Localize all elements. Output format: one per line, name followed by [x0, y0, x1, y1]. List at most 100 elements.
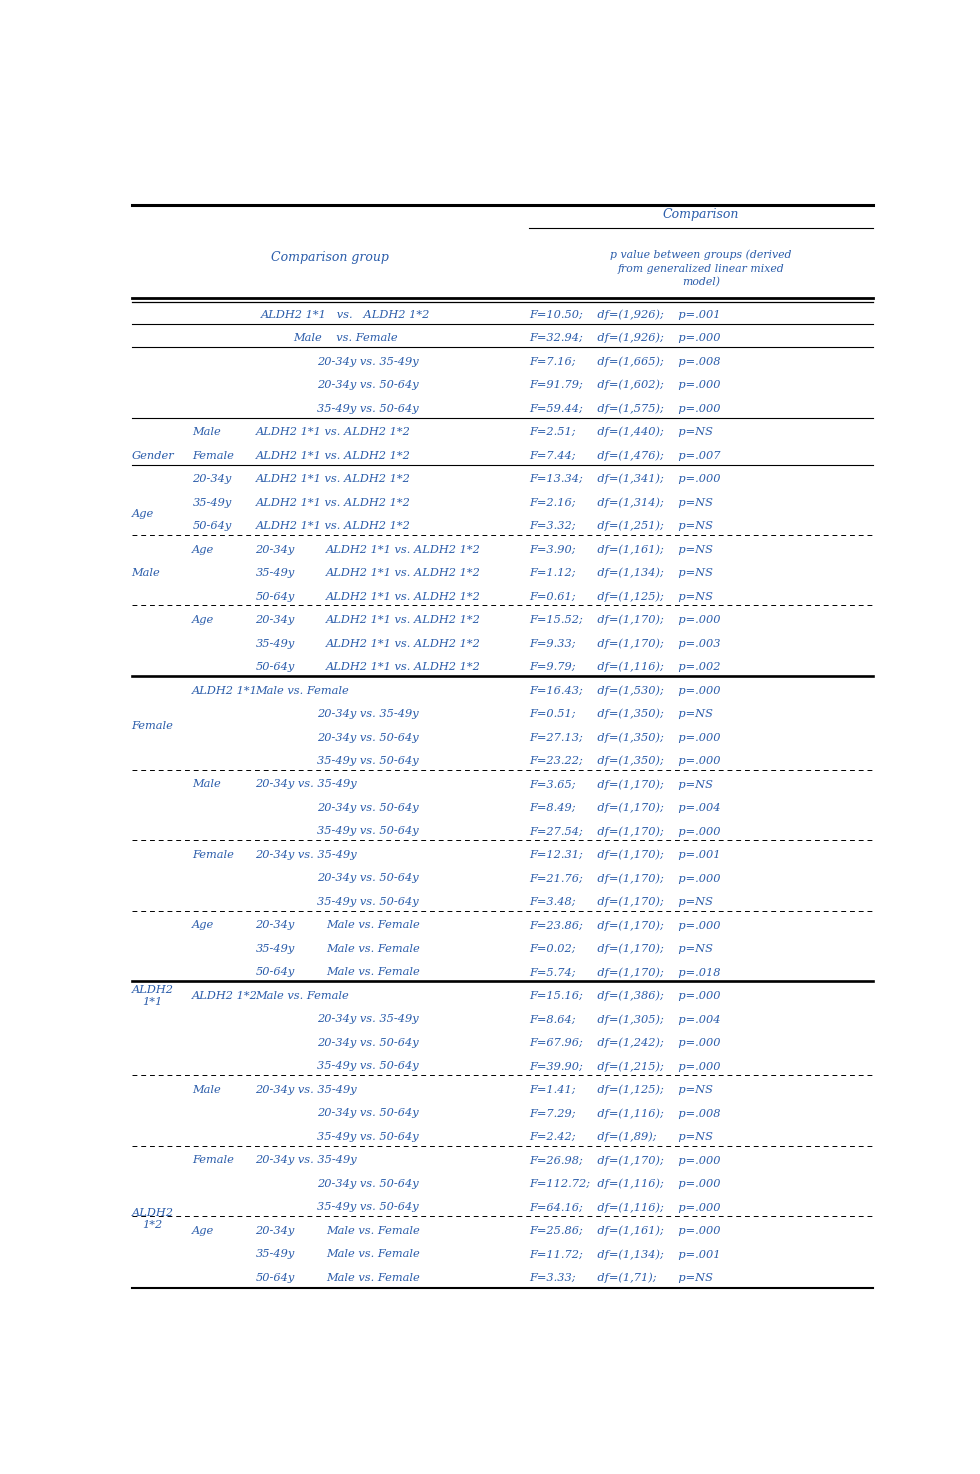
- Text: F=1.41;      df=(1,125);    p=NS: F=1.41; df=(1,125); p=NS: [529, 1085, 712, 1095]
- Text: Age: Age: [192, 544, 215, 554]
- Text: 50-64y: 50-64y: [256, 591, 295, 601]
- Text: Male vs. Female: Male vs. Female: [326, 1250, 419, 1259]
- Text: F=67.96;    df=(1,242);    p=.000: F=67.96; df=(1,242); p=.000: [529, 1038, 720, 1048]
- Text: 20-34y vs. 50-64y: 20-34y vs. 50-64y: [318, 874, 419, 883]
- Text: Female: Female: [192, 1156, 234, 1166]
- Text: Comparison group: Comparison group: [271, 251, 389, 264]
- Text: ALDH2
1*1: ALDH2 1*1: [131, 985, 173, 1007]
- Text: 20-34y vs. 35-49y: 20-34y vs. 35-49y: [318, 709, 419, 719]
- Text: 20-34y vs. 50-64y: 20-34y vs. 50-64y: [318, 1179, 419, 1190]
- Text: Age: Age: [192, 920, 215, 930]
- Text: 20-34y: 20-34y: [256, 544, 295, 554]
- Text: Female: Female: [131, 721, 173, 731]
- Text: F=0.51;      df=(1,350);    p=NS: F=0.51; df=(1,350); p=NS: [529, 709, 712, 719]
- Text: F=23.86;    df=(1,170);    p=.000: F=23.86; df=(1,170); p=.000: [529, 920, 720, 930]
- Text: ALDH2 1*1 vs. ALDH2 1*2: ALDH2 1*1 vs. ALDH2 1*2: [256, 451, 411, 460]
- Text: ALDH2 1*1 vs. ALDH2 1*2: ALDH2 1*1 vs. ALDH2 1*2: [256, 520, 411, 531]
- Text: ALDH2 1*1 vs. ALDH2 1*2: ALDH2 1*1 vs. ALDH2 1*2: [256, 498, 411, 507]
- Text: Female: Female: [192, 850, 234, 859]
- Text: 20-34y vs. 50-64y: 20-34y vs. 50-64y: [318, 733, 419, 743]
- Text: F=16.43;    df=(1,530);    p=.000: F=16.43; df=(1,530); p=.000: [529, 685, 720, 696]
- Text: F=3.33;      df=(1,71);      p=NS: F=3.33; df=(1,71); p=NS: [529, 1272, 712, 1284]
- Text: F=112.72;  df=(1,116);    p=.000: F=112.72; df=(1,116); p=.000: [529, 1179, 720, 1190]
- Text: Male: Male: [192, 1085, 221, 1095]
- Text: F=7.44;      df=(1,476);    p=.007: F=7.44; df=(1,476); p=.007: [529, 450, 720, 461]
- Text: Male vs. Female: Male vs. Female: [326, 967, 419, 977]
- Text: F=25.86;    df=(1,161);    p=.000: F=25.86; df=(1,161); p=.000: [529, 1225, 720, 1237]
- Text: F=8.64;      df=(1,305);    p=.004: F=8.64; df=(1,305); p=.004: [529, 1014, 720, 1024]
- Text: 20-34y vs. 35-49y: 20-34y vs. 35-49y: [256, 780, 357, 790]
- Text: F=91.79;    df=(1,602);    p=.000: F=91.79; df=(1,602); p=.000: [529, 380, 720, 391]
- Text: p value between groups (derived
from generalized linear mixed
model): p value between groups (derived from gen…: [611, 249, 792, 287]
- Text: Gender: Gender: [131, 451, 174, 460]
- Text: Male    vs. Female: Male vs. Female: [293, 333, 398, 343]
- Text: F=59.44;    df=(1,575);    p=.000: F=59.44; df=(1,575); p=.000: [529, 404, 720, 414]
- Text: F=21.76;    df=(1,170);    p=.000: F=21.76; df=(1,170); p=.000: [529, 873, 720, 884]
- Text: F=27.13;    df=(1,350);    p=.000: F=27.13; df=(1,350); p=.000: [529, 733, 720, 743]
- Text: F=9.33;      df=(1,170);    p=.003: F=9.33; df=(1,170); p=.003: [529, 638, 720, 649]
- Text: F=2.16;      df=(1,314);    p=NS: F=2.16; df=(1,314); p=NS: [529, 497, 712, 509]
- Text: F=64.16;    df=(1,116);    p=.000: F=64.16; df=(1,116); p=.000: [529, 1203, 720, 1213]
- Text: Male: Male: [192, 780, 221, 790]
- Text: F=13.34;    df=(1,341);    p=.000: F=13.34; df=(1,341); p=.000: [529, 473, 720, 485]
- Text: 35-49y: 35-49y: [256, 943, 295, 954]
- Text: ALDH2 1*1 vs. ALDH2 1*2: ALDH2 1*1 vs. ALDH2 1*2: [326, 662, 481, 672]
- Text: F=23.22;    df=(1,350);    p=.000: F=23.22; df=(1,350); p=.000: [529, 756, 720, 766]
- Text: 35-49y vs. 50-64y: 35-49y vs. 50-64y: [318, 1061, 419, 1072]
- Text: 20-34y vs. 50-64y: 20-34y vs. 50-64y: [318, 1038, 419, 1048]
- Text: ALDH2 1*1 vs. ALDH2 1*2: ALDH2 1*1 vs. ALDH2 1*2: [326, 638, 481, 649]
- Text: 35-49y: 35-49y: [256, 638, 295, 649]
- Text: F=32.94;    df=(1,926);    p=.000: F=32.94; df=(1,926); p=.000: [529, 333, 720, 343]
- Text: ALDH2 1*1 vs. ALDH2 1*2: ALDH2 1*1 vs. ALDH2 1*2: [256, 427, 411, 438]
- Text: 20-34y vs. 35-49y: 20-34y vs. 35-49y: [256, 850, 357, 859]
- Text: 20-34y: 20-34y: [256, 1226, 295, 1235]
- Text: Male: Male: [131, 567, 161, 578]
- Text: Female: Female: [192, 451, 234, 460]
- Text: 20-34y vs. 35-49y: 20-34y vs. 35-49y: [256, 1085, 357, 1095]
- Text: 35-49y: 35-49y: [192, 498, 231, 507]
- Text: F=3.65;      df=(1,170);    p=NS: F=3.65; df=(1,170); p=NS: [529, 780, 712, 790]
- Text: F=3.32;      df=(1,251);    p=NS: F=3.32; df=(1,251); p=NS: [529, 520, 712, 531]
- Text: F=39.90;    df=(1,215);    p=.000: F=39.90; df=(1,215); p=.000: [529, 1061, 720, 1072]
- Text: 20-34y vs. 50-64y: 20-34y vs. 50-64y: [318, 1108, 419, 1119]
- Text: 35-49y vs. 50-64y: 35-49y vs. 50-64y: [318, 898, 419, 907]
- Text: F=3.48;      df=(1,170);    p=NS: F=3.48; df=(1,170); p=NS: [529, 896, 712, 907]
- Text: 50-64y: 50-64y: [192, 520, 231, 531]
- Text: F=3.90;      df=(1,161);    p=NS: F=3.90; df=(1,161); p=NS: [529, 544, 712, 554]
- Text: 35-49y vs. 50-64y: 35-49y vs. 50-64y: [318, 1203, 419, 1213]
- Text: 20-34y: 20-34y: [256, 920, 295, 930]
- Text: F=2.42;      df=(1,89);      p=NS: F=2.42; df=(1,89); p=NS: [529, 1132, 712, 1142]
- Text: Male: Male: [192, 427, 221, 438]
- Text: 20-34y vs. 35-49y: 20-34y vs. 35-49y: [318, 1014, 419, 1024]
- Text: 35-49y: 35-49y: [256, 1250, 295, 1259]
- Text: F=27.54;    df=(1,170);    p=.000: F=27.54; df=(1,170); p=.000: [529, 827, 720, 837]
- Text: 35-49y: 35-49y: [256, 567, 295, 578]
- Text: Comparison: Comparison: [662, 208, 739, 221]
- Text: ALDH2 1*1 vs. ALDH2 1*2: ALDH2 1*1 vs. ALDH2 1*2: [326, 567, 481, 578]
- Text: F=5.74;      df=(1,170);    p=.018: F=5.74; df=(1,170); p=.018: [529, 967, 720, 977]
- Text: F=26.98;    df=(1,170);    p=.000: F=26.98; df=(1,170); p=.000: [529, 1156, 720, 1166]
- Text: F=7.16;      df=(1,665);    p=.008: F=7.16; df=(1,665); p=.008: [529, 357, 720, 367]
- Text: F=9.79;      df=(1,116);    p=.002: F=9.79; df=(1,116); p=.002: [529, 662, 720, 672]
- Text: Male vs. Female: Male vs. Female: [326, 943, 419, 954]
- Text: ALDH2 1*1 vs. ALDH2 1*2: ALDH2 1*1 vs. ALDH2 1*2: [326, 615, 481, 625]
- Text: 35-49y vs. 50-64y: 35-49y vs. 50-64y: [318, 404, 419, 414]
- Text: 20-34y vs. 50-64y: 20-34y vs. 50-64y: [318, 380, 419, 391]
- Text: F=2.51;      df=(1,440);    p=NS: F=2.51; df=(1,440); p=NS: [529, 427, 712, 438]
- Text: F=15.16;    df=(1,386);    p=.000: F=15.16; df=(1,386); p=.000: [529, 991, 720, 1001]
- Text: Age: Age: [192, 615, 215, 625]
- Text: 35-49y vs. 50-64y: 35-49y vs. 50-64y: [318, 756, 419, 766]
- Text: F=8.49;      df=(1,170);    p=.004: F=8.49; df=(1,170); p=.004: [529, 803, 720, 814]
- Text: ALDH2 1*1 vs. ALDH2 1*2: ALDH2 1*1 vs. ALDH2 1*2: [326, 591, 481, 601]
- Text: 35-49y vs. 50-64y: 35-49y vs. 50-64y: [318, 1132, 419, 1142]
- Text: F=12.31;    df=(1,170);    p=.001: F=12.31; df=(1,170); p=.001: [529, 849, 720, 861]
- Text: Male vs. Female: Male vs. Female: [326, 1226, 419, 1235]
- Text: Male vs. Female: Male vs. Female: [256, 685, 349, 696]
- Text: ALDH2 1*2: ALDH2 1*2: [192, 991, 259, 1001]
- Text: 20-34y vs. 35-49y: 20-34y vs. 35-49y: [318, 357, 419, 367]
- Text: 20-34y vs. 35-49y: 20-34y vs. 35-49y: [256, 1156, 357, 1166]
- Text: F=15.52;    df=(1,170);    p=.000: F=15.52; df=(1,170); p=.000: [529, 615, 720, 625]
- Text: ALDH2 1*1 vs. ALDH2 1*2: ALDH2 1*1 vs. ALDH2 1*2: [326, 544, 481, 554]
- Text: F=11.72;    df=(1,134);    p=.001: F=11.72; df=(1,134); p=.001: [529, 1248, 720, 1260]
- Text: 20-34y vs. 50-64y: 20-34y vs. 50-64y: [318, 803, 419, 814]
